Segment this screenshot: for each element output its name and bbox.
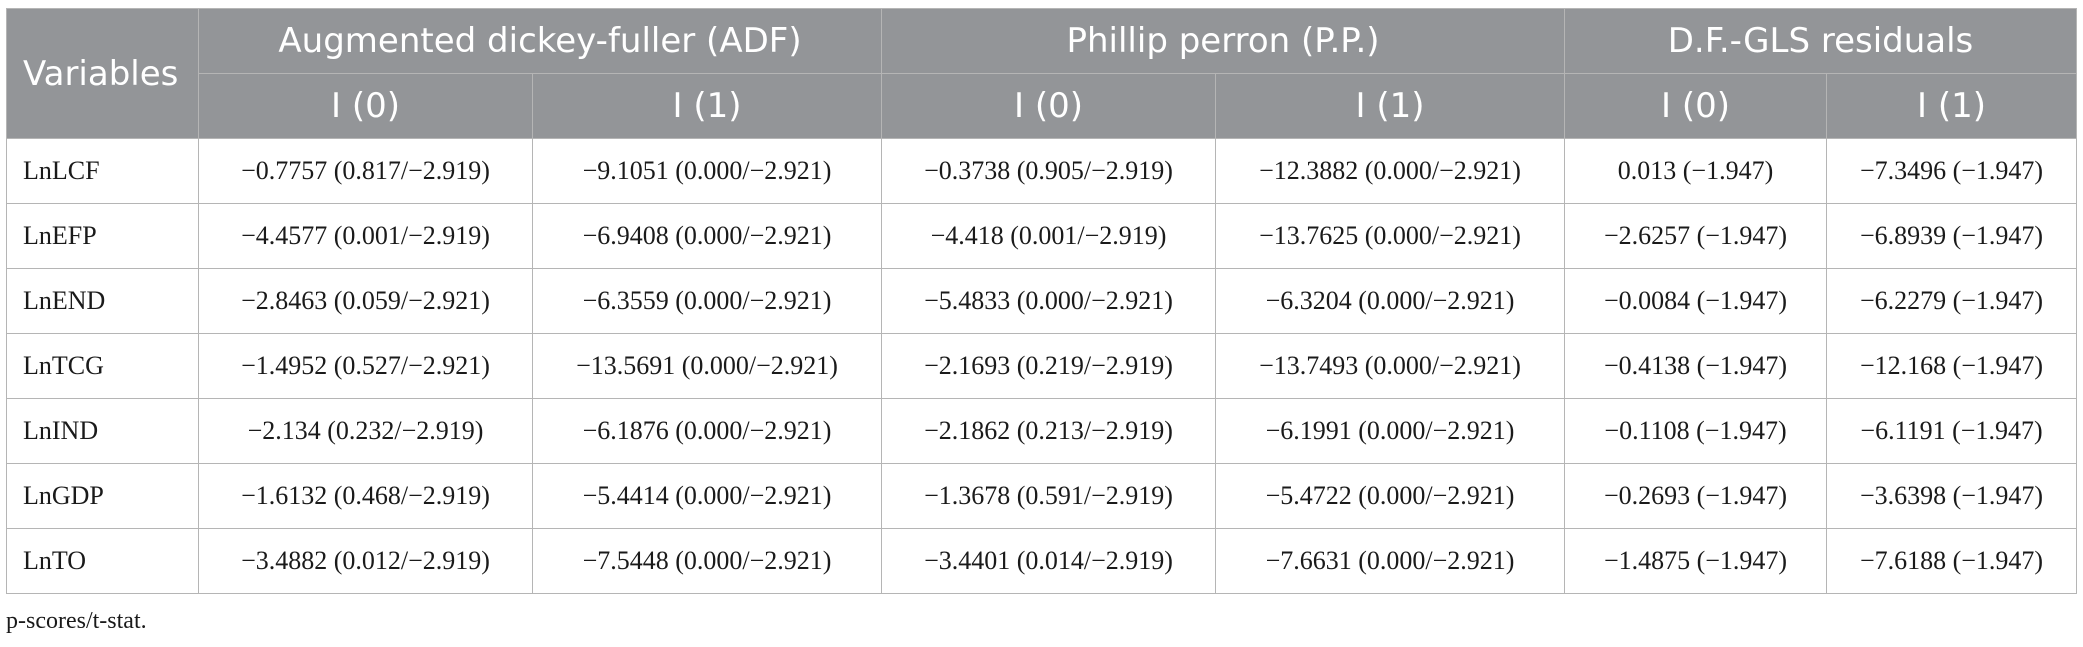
table-cell: −6.1991 (0.000/−2.921) — [1215, 398, 1566, 464]
subheader-dfgls-i1: I (1) — [1826, 73, 2078, 139]
table-cell: −9.1051 (0.000/−2.921) — [531, 138, 883, 204]
table-cell: −2.1862 (0.213/−2.919) — [881, 398, 1217, 464]
table-cell: −2.6257 (−1.947) — [1564, 203, 1828, 269]
table-cell: −5.4414 (0.000/−2.921) — [531, 463, 883, 529]
table-cell: −7.3496 (−1.947) — [1826, 138, 2078, 204]
table-row: LnIND −2.134 (0.232/−2.919) −6.1876 (0.0… — [6, 398, 2078, 464]
table-cell: −0.1108 (−1.947) — [1564, 398, 1828, 464]
table-cell: −12.3882 (0.000/−2.921) — [1215, 138, 1566, 204]
table-cell: −0.2693 (−1.947) — [1564, 463, 1828, 529]
table-container: Variables Augmented dickey-fuller (ADF) … — [6, 8, 2078, 594]
table-cell: −4.4577 (0.001/−2.919) — [198, 203, 533, 269]
table-cell: −13.7625 (0.000/−2.921) — [1215, 203, 1566, 269]
table-row: LnEFP −4.4577 (0.001/−2.919) −6.9408 (0.… — [6, 203, 2078, 269]
subheader-adf-i1: I (1) — [531, 73, 883, 139]
table-row: LnLCF −0.7757 (0.817/−2.919) −9.1051 (0.… — [6, 138, 2078, 204]
table-cell: −1.4875 (−1.947) — [1564, 528, 1828, 594]
table-row: LnGDP −1.6132 (0.468/−2.919) −5.4414 (0.… — [6, 463, 2078, 529]
row-variable: LnGDP — [6, 463, 199, 529]
subheader-adf-i0: I (0) — [198, 73, 533, 139]
table-cell: −6.1876 (0.000/−2.921) — [531, 398, 883, 464]
table-cell: −5.4722 (0.000/−2.921) — [1215, 463, 1566, 529]
table-cell: −4.418 (0.001/−2.919) — [881, 203, 1217, 269]
row-variable: LnEFP — [6, 203, 199, 269]
table-cell: −3.6398 (−1.947) — [1826, 463, 2078, 529]
table-cell: −2.134 (0.232/−2.919) — [198, 398, 533, 464]
group-header-pp: Phillip perron (P.P.) — [881, 8, 1566, 74]
unit-root-test-table: Variables Augmented dickey-fuller (ADF) … — [6, 8, 2078, 594]
table-cell: −3.4882 (0.012/−2.919) — [198, 528, 533, 594]
table-cell: −6.3559 (0.000/−2.921) — [531, 268, 883, 334]
table-cell: −0.0084 (−1.947) — [1564, 268, 1828, 334]
subheader-pp-i0: I (0) — [881, 73, 1217, 139]
table-cell: −0.4138 (−1.947) — [1564, 333, 1828, 399]
table-cell: −1.6132 (0.468/−2.919) — [198, 463, 533, 529]
subheader-pp-i1: I (1) — [1215, 73, 1566, 139]
table-cell: −2.1693 (0.219/−2.919) — [881, 333, 1217, 399]
table-cell: −1.4952 (0.527/−2.921) — [198, 333, 533, 399]
table-row: LnTCG −1.4952 (0.527/−2.921) −13.5691 (0… — [6, 333, 2078, 399]
table-cell: −7.6631 (0.000/−2.921) — [1215, 528, 1566, 594]
table-cell: −13.7493 (0.000/−2.921) — [1215, 333, 1566, 399]
table-cell: −7.5448 (0.000/−2.921) — [531, 528, 883, 594]
table-cell: −0.7757 (0.817/−2.919) — [198, 138, 533, 204]
row-variable: LnEND — [6, 268, 199, 334]
table-cell: −13.5691 (0.000/−2.921) — [531, 333, 883, 399]
table-cell: −6.9408 (0.000/−2.921) — [531, 203, 883, 269]
table-cell: −7.6188 (−1.947) — [1826, 528, 2078, 594]
group-header-adf: Augmented dickey-fuller (ADF) — [197, 8, 883, 74]
table-cell: −2.8463 (0.059/−2.921) — [198, 268, 533, 334]
subheader-row: I (0) I (1) I (0) I (1) I (0) I (1) — [7, 73, 2078, 139]
table-cell: −6.3204 (0.000/−2.921) — [1215, 268, 1566, 334]
subheader-dfgls-i0: I (0) — [1564, 73, 1828, 139]
header-row: Variables Augmented dickey-fuller (ADF) … — [6, 8, 2078, 139]
row-variable: LnTO — [6, 528, 199, 594]
row-variable: LnLCF — [6, 138, 199, 204]
table-row: LnTO −3.4882 (0.012/−2.919) −7.5448 (0.0… — [6, 528, 2078, 594]
table-cell: 0.013 (−1.947) — [1564, 138, 1828, 204]
table-cell: −0.3738 (0.905/−2.919) — [881, 138, 1217, 204]
table-cell: −5.4833 (0.000/−2.921) — [881, 268, 1217, 334]
table-cell: −12.168 (−1.947) — [1826, 333, 2078, 399]
group-header-dfgls: D.F.-GLS residuals — [1564, 8, 2078, 74]
row-variable: LnTCG — [6, 333, 199, 399]
table-cell: −6.1191 (−1.947) — [1826, 398, 2078, 464]
row-variable: LnIND — [6, 398, 199, 464]
table-cell: −6.2279 (−1.947) — [1826, 268, 2078, 334]
table-row: LnEND −2.8463 (0.059/−2.921) −6.3559 (0.… — [6, 268, 2078, 334]
table-cell: −6.8939 (−1.947) — [1826, 203, 2078, 269]
variables-header: Variables — [6, 8, 199, 139]
table-cell: −1.3678 (0.591/−2.919) — [881, 463, 1217, 529]
table-cell: −3.4401 (0.014/−2.919) — [881, 528, 1217, 594]
table-footnote: p-scores/t-stat. — [6, 608, 147, 634]
